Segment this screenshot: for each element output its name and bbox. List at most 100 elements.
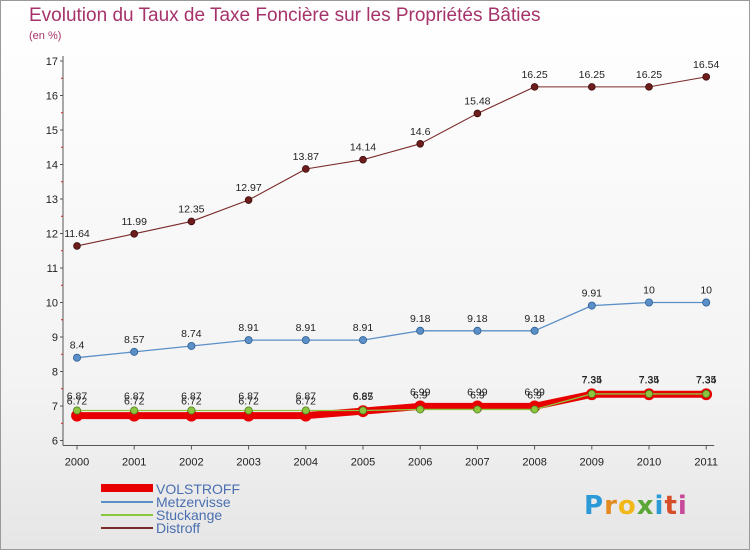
- data-label-distroff: 12.97: [235, 182, 261, 194]
- data-label-distroff: 11.64: [64, 228, 90, 240]
- data-point-stuckange: [473, 405, 482, 414]
- data-label-volstroff: 6.99: [524, 386, 545, 398]
- y-tick-label: 17: [46, 56, 58, 68]
- data-point-metzervisse: [645, 298, 654, 307]
- data-point-stuckange: [587, 389, 596, 398]
- data-label-stuckange: 6.87: [353, 390, 374, 402]
- y-tick-label: 14: [46, 160, 58, 172]
- x-tick-label: 2007: [465, 457, 489, 469]
- data-label-metzervisse: 8.91: [353, 322, 374, 334]
- series-line-stuckange: [77, 393, 707, 412]
- data-point-stuckange: [130, 406, 139, 415]
- logo-letter: r: [604, 491, 618, 521]
- data-label-distroff: 13.87: [293, 151, 319, 163]
- data-label-volstroff: 6.99: [467, 386, 488, 398]
- data-point-distroff: [645, 83, 653, 91]
- data-point-metzervisse: [473, 326, 482, 335]
- logo-letter: t: [664, 491, 678, 521]
- data-point-stuckange: [530, 405, 539, 414]
- data-point-distroff: [73, 242, 81, 250]
- data-point-metzervisse: [358, 336, 367, 345]
- data-label-stuckange: 7.35: [696, 374, 717, 386]
- data-point-distroff: [359, 155, 367, 164]
- chart-subtitle: (en %): [29, 30, 62, 42]
- data-label-stuckange: 6.9: [413, 389, 428, 401]
- data-label-distroff: 15.48: [464, 95, 490, 107]
- data-label-metzervisse: 9.18: [410, 313, 431, 325]
- data-label-stuckange: 7.35: [582, 374, 603, 386]
- x-tick-label: 2006: [408, 457, 432, 469]
- y-tick-label: 10: [46, 298, 58, 310]
- data-point-metzervisse: [301, 336, 310, 345]
- series-line-metzervisse: [76, 301, 707, 359]
- data-label-volstroff: 7.34: [696, 374, 717, 386]
- data-label-volstroff: 6.72: [181, 396, 202, 408]
- y-tick-label: 9: [52, 332, 58, 344]
- data-label-distroff: 11.99: [121, 216, 147, 228]
- data-label-volstroff: 7.34: [639, 374, 660, 386]
- x-tick-label: 2000: [65, 457, 89, 469]
- data-point-distroff: [130, 230, 139, 238]
- data-label-metzervisse: 8.4: [70, 340, 85, 352]
- data-point-stuckange: [244, 406, 253, 415]
- data-point-metzervisse: [587, 301, 596, 310]
- data-label-stuckange: 6.87: [124, 390, 145, 402]
- data-label-volstroff: 6.72: [238, 396, 259, 408]
- data-point-metzervisse: [530, 326, 539, 335]
- data-label-stuckange: 6.87: [296, 390, 317, 402]
- data-label-metzervisse: 8.91: [238, 322, 259, 334]
- data-label-volstroff: 7.34: [582, 374, 603, 386]
- data-label-metzervisse: 9.91: [582, 288, 603, 300]
- data-point-distroff: [187, 217, 196, 226]
- x-tick-label: 2009: [580, 457, 604, 469]
- legend-label-distroff: Distroff: [156, 520, 201, 536]
- series-line-distroff: [76, 76, 707, 247]
- proxiti-logo: Proxiti: [584, 491, 688, 521]
- data-label-volstroff: 6.72: [124, 396, 145, 408]
- y-tick-label: 8: [52, 367, 58, 379]
- data-point-stuckange: [702, 389, 711, 398]
- data-point-distroff: [473, 109, 482, 118]
- y-tick-label: 13: [46, 194, 58, 206]
- data-point-metzervisse: [73, 353, 82, 362]
- data-point-distroff: [587, 83, 596, 91]
- y-tick-label: 7: [52, 401, 58, 413]
- legend-swatch-distroff: [101, 527, 153, 529]
- data-point-metzervisse: [702, 298, 711, 307]
- data-label-distroff: 16.54: [693, 59, 719, 71]
- data-label-distroff: 16.25: [521, 69, 547, 81]
- data-point-stuckange: [301, 406, 310, 415]
- data-label-metzervisse: 10: [643, 285, 655, 297]
- x-tick-label: 2008: [522, 457, 546, 469]
- data-point-distroff: [416, 140, 425, 148]
- logo-letter: x: [636, 491, 655, 521]
- y-tick-label: 11: [47, 263, 58, 275]
- data-point-stuckange: [73, 406, 82, 415]
- data-label-distroff: 14.6: [410, 126, 431, 138]
- legend-swatch-volstroff: [101, 484, 153, 492]
- logo-letter: i: [654, 491, 665, 521]
- x-tick-label: 2003: [236, 457, 260, 469]
- y-tick-label: 6: [52, 436, 58, 448]
- data-point-distroff: [530, 83, 539, 91]
- data-point-distroff: [702, 73, 710, 81]
- data-label-metzervisse: 8.57: [124, 334, 145, 346]
- data-point-distroff: [244, 196, 253, 204]
- data-label-distroff: 16.25: [636, 69, 662, 81]
- data-label-stuckange: 6.9: [470, 389, 485, 401]
- y-tick-label: 16: [46, 91, 58, 103]
- data-label-distroff: 14.14: [350, 142, 376, 154]
- legend-label-metzervisse: Metzervisse: [156, 494, 231, 510]
- x-tick-label: 2011: [694, 457, 718, 469]
- series-line-volstroff: [77, 390, 707, 420]
- logo-letter: i: [677, 491, 688, 521]
- legend-swatch-stuckange: [101, 514, 153, 516]
- logo-letter: P: [584, 491, 605, 521]
- data-label-stuckange: 6.87: [181, 390, 202, 402]
- data-label-stuckange: 6.9: [527, 389, 542, 401]
- data-label-volstroff: 6.72: [296, 396, 317, 408]
- data-point-metzervisse: [130, 347, 139, 356]
- data-label-volstroff: 6.72: [67, 396, 88, 408]
